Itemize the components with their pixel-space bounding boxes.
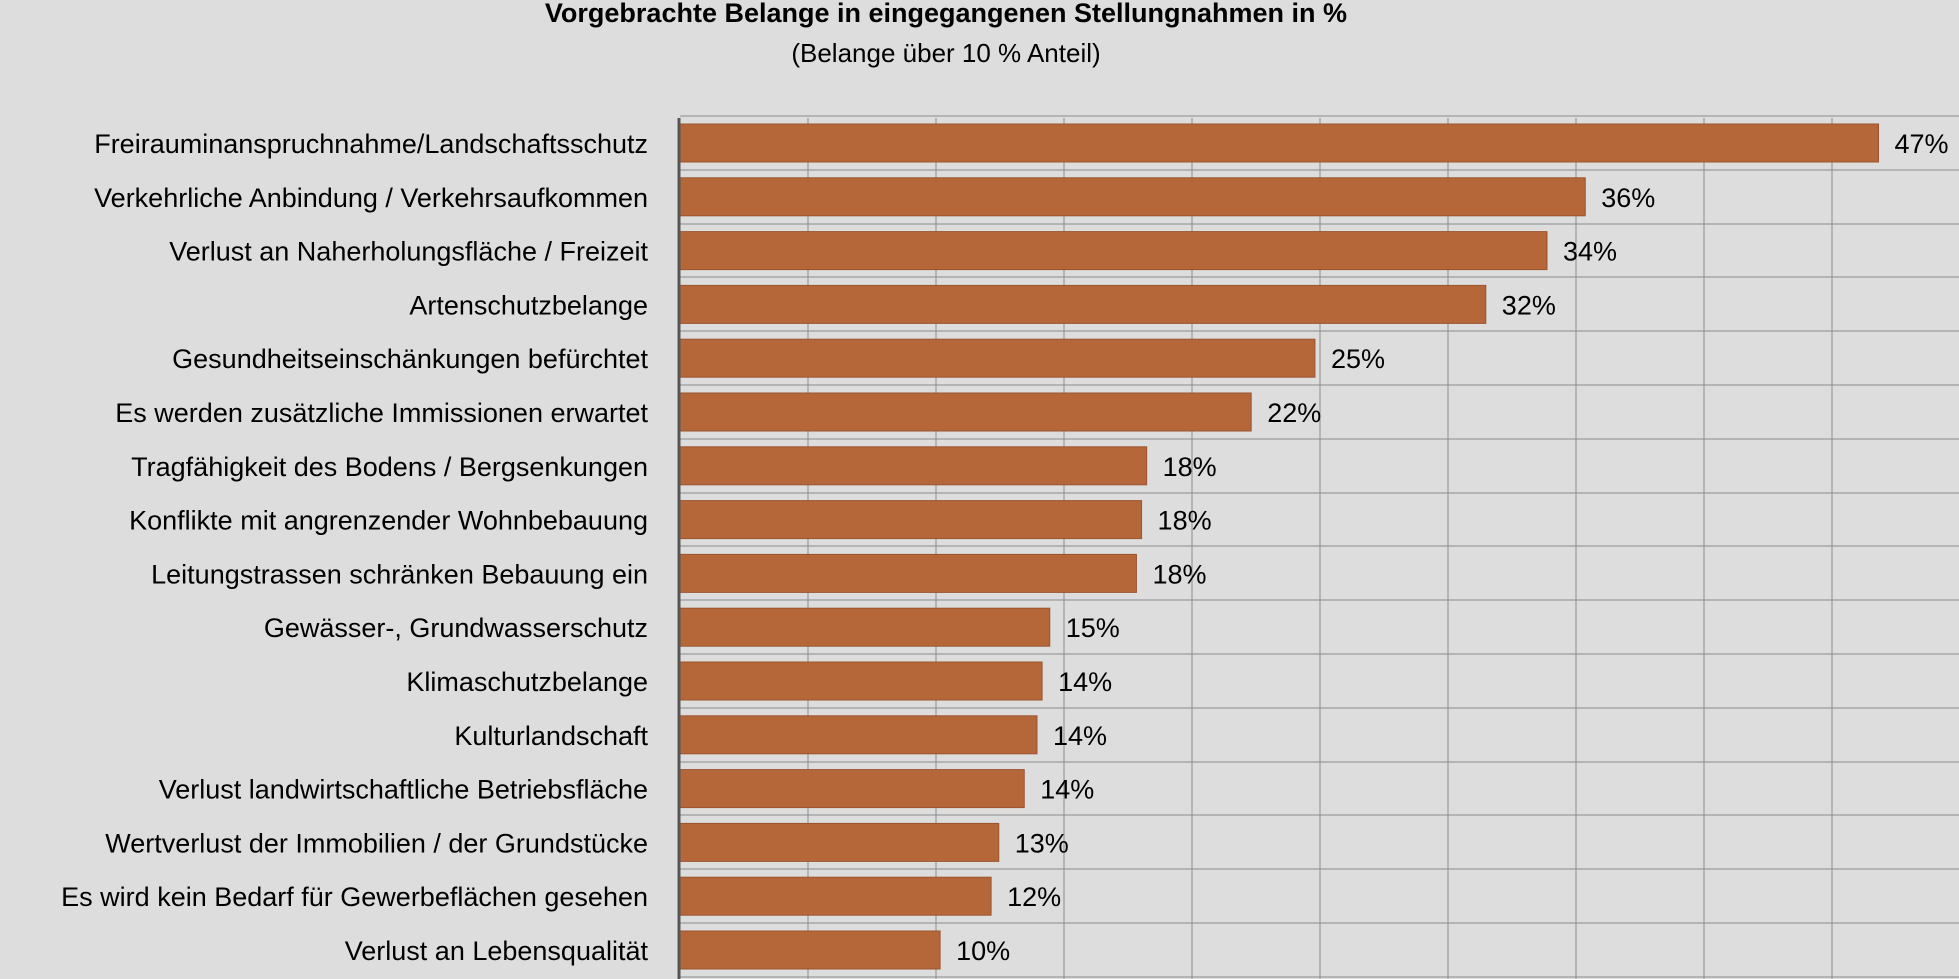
bar — [679, 930, 941, 970]
data-label: 18% — [1158, 506, 1212, 536]
category-label: Verkehrliche Anbindung / Verkehrsaufkomm… — [94, 183, 648, 213]
category-label: Es wird kein Bedarf für Gewerbeflächen g… — [61, 882, 648, 912]
category-label: Verlust an Naherholungsfläche / Freizeit — [169, 237, 648, 267]
bar — [679, 500, 1143, 540]
bar — [679, 876, 992, 916]
category-label: Wertverlust der Immobilien / der Grundst… — [105, 828, 648, 858]
data-label: 32% — [1502, 290, 1556, 320]
bar — [679, 661, 1043, 701]
data-label: 10% — [956, 936, 1010, 966]
bar — [679, 177, 1586, 217]
data-label: 18% — [1152, 559, 1206, 589]
category-labels: Freirauminanspruchnahme/Landschaftsschut… — [61, 129, 648, 966]
data-label: 34% — [1563, 237, 1617, 267]
chart-subtitle: (Belange über 10 % Anteil) — [791, 38, 1100, 68]
bar — [679, 231, 1548, 271]
data-label: 25% — [1331, 344, 1385, 374]
bar — [679, 607, 1051, 647]
data-label: 12% — [1007, 882, 1061, 912]
bar — [679, 446, 1148, 486]
bar — [679, 338, 1316, 378]
bar — [679, 822, 1000, 862]
bar — [679, 123, 1879, 163]
data-label: 15% — [1066, 613, 1120, 643]
data-label: 13% — [1015, 828, 1069, 858]
category-label: Es werden zusätzliche Immissionen erwart… — [115, 398, 648, 428]
bar — [679, 769, 1025, 809]
data-label: 22% — [1267, 398, 1321, 428]
data-label: 14% — [1058, 667, 1112, 697]
data-label: 14% — [1040, 775, 1094, 805]
value-labels: 47% 36% 34%32% 25% 22% 18% 18% 18% 15% 14% 14% 14% 1… — [956, 129, 1948, 966]
category-label: Artenschutzbelange — [409, 290, 648, 320]
bar — [679, 715, 1038, 755]
chart-title: Vorgebrachte Belange in eingegangenen St… — [545, 0, 1347, 28]
category-label: Freirauminanspruchnahme/Landschaftsschut… — [94, 129, 648, 159]
category-label: Verlust an Lebensqualität — [345, 936, 649, 966]
category-label: Gewässer-, Grundwasserschutz — [264, 613, 648, 643]
data-label: 14% — [1053, 721, 1107, 751]
category-label: Konflikte mit angrenzender Wohnbebauung — [129, 506, 648, 536]
data-label: 18% — [1163, 452, 1217, 482]
category-label: Leitungstrassen schränken Bebauung ein — [151, 559, 648, 589]
bar — [679, 284, 1487, 324]
data-label: 36% — [1601, 183, 1655, 213]
category-label: Tragfähigkeit des Bodens / Bergsenkungen — [131, 452, 648, 482]
category-label: Gesundheitseinschänkungen befürchtet — [172, 344, 648, 374]
bars — [679, 123, 1879, 970]
data-label: 47% — [1895, 129, 1949, 159]
bar — [679, 392, 1252, 432]
category-label: Kulturlandschaft — [454, 721, 648, 751]
category-label: Verlust landwirtschaftliche Betriebsfläc… — [159, 775, 648, 805]
category-label: Klimaschutzbelange — [406, 667, 648, 697]
bar — [679, 553, 1137, 593]
